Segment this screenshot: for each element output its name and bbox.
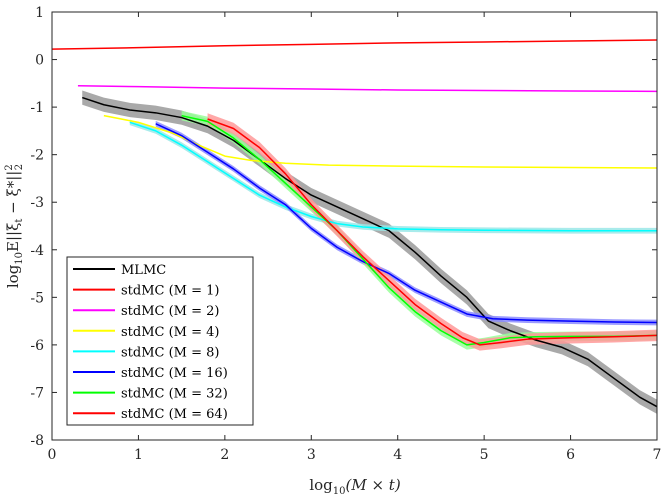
series-line-7 [207,118,658,346]
y-tick-label: -1 [30,100,44,116]
x-tick-label: 2 [220,447,229,463]
y-tick-label: 0 [35,53,44,69]
y-axis-ticks: 1 0 -1 -2 -3 -4 -5 -6 -7 -8 [30,5,657,449]
legend-label-2: stdMC (M = 2) [121,304,220,319]
y-tick-label: -5 [30,290,44,306]
series-line-1 [51,39,658,50]
x-tick-label: 0 [48,447,57,463]
x-axis-label: log10(M × t) [309,476,401,497]
x-axis-ticks: 0 1 2 3 4 5 6 7 [48,12,662,463]
legend-items: MLMC stdMC (M = 1) stdMC (M = 2) stdMC (M =… [73,263,228,422]
y-tick-label: -7 [30,385,44,401]
legend-box [66,256,254,426]
y-tick-label: -3 [30,195,44,211]
series-line-2 [77,84,658,93]
x-tick-label: 5 [480,447,489,463]
legend-label-1: stdMC (M = 1) [121,284,220,299]
x-tick-label: 1 [134,447,143,463]
x-tick-label: 7 [653,447,662,463]
y-tick-label: 1 [35,5,44,21]
series-line-5 [155,123,658,324]
series-line-4 [129,121,657,232]
x-tick-label: 6 [566,447,575,463]
legend-label-6: stdMC (M = 32) [121,387,228,402]
y-tick-label: -2 [30,148,44,164]
legend-label-0: MLMC [121,263,166,278]
legend-label-7: stdMC (M = 64) [121,407,228,422]
legend-label-5: stdMC (M = 16) [121,366,228,381]
plot-frame [51,11,658,441]
y-tick-label: -6 [30,338,44,354]
legend: MLMC stdMC (M = 1) stdMC (M = 2) stdMC (M =… [66,256,254,426]
series-lines [51,39,658,408]
series-line-0 [82,96,658,408]
series-band-4 [129,119,658,234]
series-line-6 [181,114,658,346]
legend-label-3: stdMC (M = 4) [121,325,220,340]
series-line-3 [103,114,658,169]
series-band-7 [207,113,658,351]
y-tick-label: -8 [30,433,44,449]
x-tick-label: 3 [307,447,316,463]
y-tick-label: -4 [30,243,44,259]
y-axis-label: log10E||ξt − ξ*||22 [4,164,25,288]
legend-label-4: stdMC (M = 8) [121,345,220,360]
x-tick-label: 4 [393,447,402,463]
